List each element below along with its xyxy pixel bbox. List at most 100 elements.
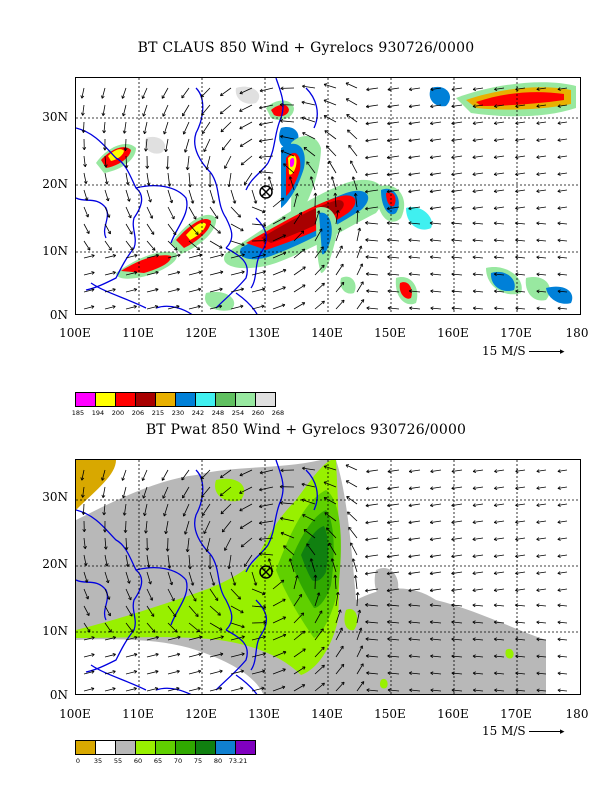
wind-vector-head bbox=[365, 486, 370, 491]
wind-vector-head bbox=[493, 189, 498, 193]
wind-vector bbox=[356, 681, 365, 692]
wind-vector bbox=[494, 503, 505, 506]
wind-vector-head bbox=[121, 477, 125, 481]
wind-vector-head bbox=[309, 176, 314, 180]
wind-vector-head bbox=[163, 131, 167, 135]
wind-vector bbox=[251, 636, 266, 641]
wind-vector-head bbox=[386, 520, 391, 525]
wind-vector-head bbox=[515, 503, 519, 507]
wind-vector-head bbox=[86, 612, 90, 616]
wind-vector-head bbox=[451, 189, 455, 194]
wind-vector bbox=[220, 104, 232, 115]
wind-vector bbox=[557, 672, 568, 675]
wind-vector bbox=[515, 588, 526, 591]
wind-vector bbox=[188, 271, 202, 276]
wind-vector-head bbox=[557, 289, 561, 294]
wind-vector-head bbox=[365, 554, 369, 559]
vector-scale-label: 15 M/S ▸ bbox=[482, 344, 565, 358]
wind-vector-head bbox=[197, 686, 201, 691]
wind-vector-head bbox=[239, 490, 243, 494]
wind-vector-head bbox=[557, 588, 561, 592]
wind-vector-head bbox=[321, 264, 325, 269]
wind-vector-head bbox=[171, 215, 175, 220]
colorbar-tick-label: 65 bbox=[153, 757, 163, 765]
wind-vector-head bbox=[182, 131, 187, 135]
wind-vector-head bbox=[536, 571, 540, 575]
wind-vector bbox=[220, 469, 232, 479]
wind-vector-head bbox=[205, 166, 209, 170]
wind-vector-head bbox=[105, 197, 110, 202]
wind-vector-head bbox=[387, 503, 391, 508]
wind-vector bbox=[355, 575, 358, 590]
wind-vector-head bbox=[409, 306, 413, 311]
wind-vector-head bbox=[320, 246, 324, 250]
wind-vector bbox=[209, 571, 215, 586]
wind-vector-head bbox=[302, 466, 306, 471]
wind-vector-head bbox=[261, 304, 265, 309]
wind-vector-head bbox=[515, 255, 519, 260]
colorbar-tick-label: 200 bbox=[111, 409, 125, 417]
lat-label: 0N bbox=[49, 308, 68, 322]
wind-vector bbox=[451, 469, 463, 472]
wind-vector-head bbox=[472, 138, 476, 143]
wind-vector bbox=[430, 104, 442, 107]
wind-vector bbox=[345, 464, 358, 471]
colorbar-swatch bbox=[155, 392, 176, 407]
wind-vector-head bbox=[515, 469, 519, 473]
wind-vector bbox=[259, 520, 274, 524]
wind-vector bbox=[221, 520, 232, 533]
wind-vector-head bbox=[536, 104, 540, 108]
wind-vector bbox=[230, 571, 236, 586]
wind-vector-head bbox=[262, 652, 266, 656]
wind-vector bbox=[387, 290, 400, 293]
wind-vector bbox=[430, 621, 442, 624]
wind-vector bbox=[104, 537, 107, 550]
wind-vector-head bbox=[320, 628, 324, 632]
lon-label: 160E bbox=[437, 707, 469, 721]
colorbar-swatch bbox=[75, 740, 96, 755]
wind-vector-head bbox=[408, 155, 412, 160]
wind-vector-head bbox=[365, 138, 369, 143]
wind-vector bbox=[515, 655, 526, 658]
wind-vector-head bbox=[536, 221, 540, 226]
wind-vector bbox=[125, 288, 137, 293]
wind-vector-head bbox=[263, 620, 267, 625]
wind-vector-head bbox=[205, 548, 209, 552]
wind-vector-head bbox=[408, 654, 412, 659]
wind-vector-head bbox=[430, 289, 434, 294]
wind-vector-head bbox=[494, 104, 498, 108]
wind-vector bbox=[230, 189, 236, 204]
wind-vector-head bbox=[282, 598, 286, 603]
wind-vector bbox=[314, 246, 324, 259]
wind-vector-head bbox=[451, 104, 455, 109]
wind-vector bbox=[408, 554, 421, 558]
wind-vector bbox=[366, 655, 379, 658]
wind-vector-head bbox=[172, 231, 177, 236]
wind-vector-head bbox=[154, 687, 159, 691]
wind-vector-head bbox=[451, 172, 455, 177]
wind-vector bbox=[346, 480, 358, 488]
lon-label: 140E bbox=[311, 326, 343, 340]
wind-vector bbox=[335, 592, 339, 607]
wind-vector bbox=[144, 121, 148, 134]
wind-vector bbox=[272, 252, 287, 259]
wind-vector bbox=[536, 503, 547, 506]
wind-vector bbox=[188, 223, 199, 235]
wind-vector bbox=[387, 638, 400, 641]
wind-vector-head bbox=[219, 669, 223, 674]
wind-vector bbox=[102, 104, 106, 116]
wind-vector-head bbox=[155, 635, 159, 640]
wind-vector bbox=[200, 469, 211, 480]
wind-vector bbox=[494, 273, 505, 276]
wind-vector bbox=[451, 206, 463, 209]
wind-vector-head bbox=[227, 183, 232, 188]
colorbar-swatch bbox=[175, 740, 196, 755]
wind-vector-head bbox=[142, 113, 146, 117]
pwat-map-panel bbox=[75, 459, 581, 695]
wind-vector-head bbox=[386, 138, 391, 143]
wind-vector bbox=[187, 537, 190, 552]
wind-vector bbox=[146, 653, 159, 658]
wind-vector bbox=[386, 571, 400, 575]
wind-vector-head bbox=[224, 165, 228, 169]
wind-vector-head bbox=[232, 200, 237, 204]
